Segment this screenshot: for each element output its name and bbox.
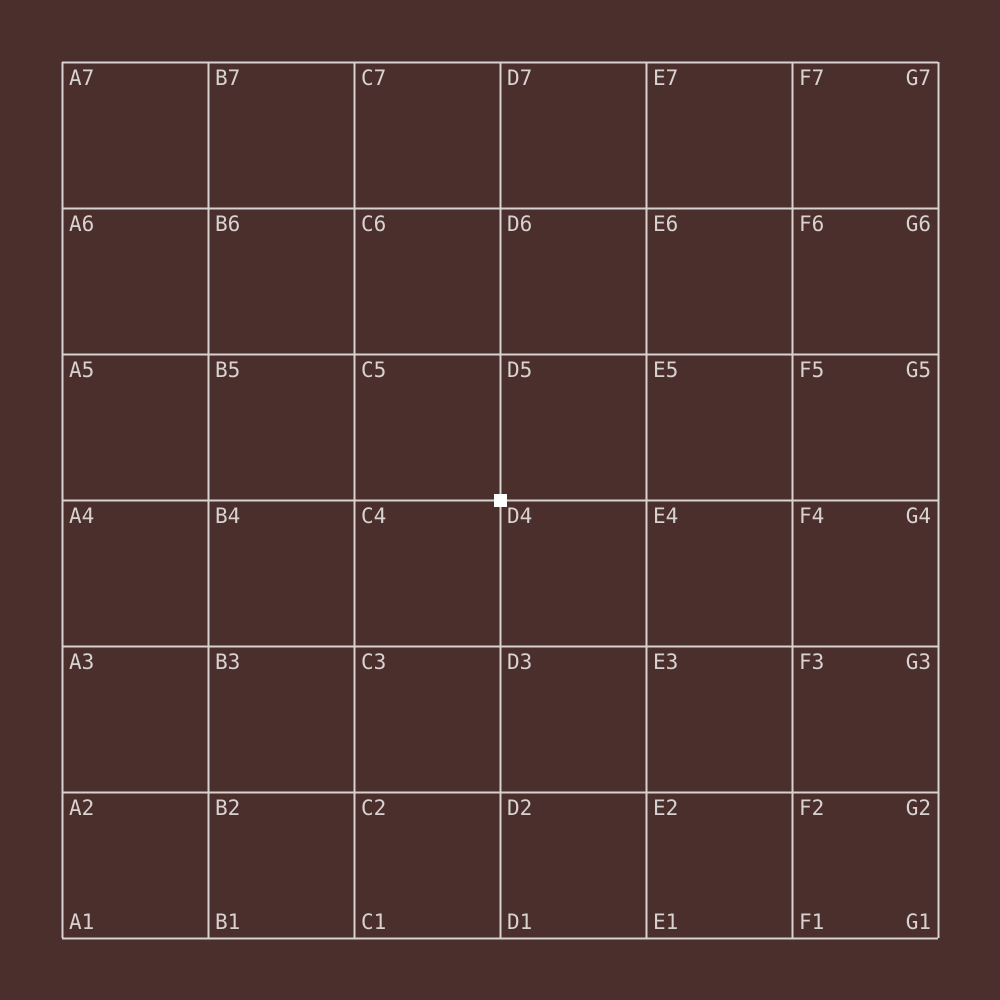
- grid-label-d1: D1: [507, 910, 533, 934]
- grid-label-e6: E6: [653, 212, 679, 236]
- grid-label-a5: A5: [69, 358, 95, 382]
- grid-label-e7: E7: [653, 66, 679, 90]
- coordinate-grid: A7 B7 C7 D7 E7 F7 G7 A6 B6 C6 D6 E6 F6 G6 A5 B5 C5 D5 E5 F5…: [61, 61, 940, 940]
- grid-label-c2: C2: [361, 796, 387, 820]
- grid-label-d2: D2: [507, 796, 533, 820]
- grid-label-e5: E5: [653, 358, 679, 382]
- grid-label-a1: A1: [69, 910, 95, 934]
- grid-label-a7: A7: [69, 66, 95, 90]
- grid-label-c4: C4: [361, 504, 387, 528]
- grid-label-e2: E2: [653, 796, 679, 820]
- grid-label-c7: C7: [361, 66, 387, 90]
- grid-label-c3: C3: [361, 650, 387, 674]
- grid-label-g1: G1: [905, 910, 931, 934]
- grid-label-b7: B7: [215, 66, 241, 90]
- grid-label-d4: D4: [507, 504, 533, 528]
- grid-label-a4: A4: [69, 504, 95, 528]
- grid-label-d6: D6: [507, 212, 533, 236]
- grid-label-d7: D7: [507, 66, 533, 90]
- grid-lines: [61, 61, 940, 940]
- grid-label-g3: G3: [905, 650, 931, 674]
- grid-label-b1: B1: [215, 910, 241, 934]
- grid-label-f3: F3: [799, 650, 825, 674]
- grid-label-f6: F6: [799, 212, 825, 236]
- grid-label-c1: C1: [361, 910, 387, 934]
- grid-label-g5: G5: [905, 358, 931, 382]
- grid-label-b3: B3: [215, 650, 241, 674]
- grid-label-e3: E3: [653, 650, 679, 674]
- grid-label-b5: B5: [215, 358, 241, 382]
- grid-label-b6: B6: [215, 212, 241, 236]
- grid-label-f1: F1: [799, 910, 825, 934]
- grid-label-d3: D3: [507, 650, 533, 674]
- grid-label-a3: A3: [69, 650, 95, 674]
- grid-label-g2: G2: [905, 796, 931, 820]
- grid-label-e4: E4: [653, 504, 679, 528]
- grid-label-d5: D5: [507, 358, 533, 382]
- intersection-marker: [494, 494, 507, 507]
- grid-label-f2: F2: [799, 796, 825, 820]
- grid-label-c5: C5: [361, 358, 387, 382]
- grid-label-f4: F4: [799, 504, 825, 528]
- grid-label-b2: B2: [215, 796, 241, 820]
- grid-label-a2: A2: [69, 796, 95, 820]
- grid-label-g6: G6: [905, 212, 931, 236]
- grid-label-g7: G7: [905, 66, 931, 90]
- grid-label-a6: A6: [69, 212, 95, 236]
- grid-label-b4: B4: [215, 504, 241, 528]
- grid-label-g4: G4: [905, 504, 931, 528]
- grid-label-f7: F7: [799, 66, 825, 90]
- grid-label-f5: F5: [799, 358, 825, 382]
- grid-label-e1: E1: [653, 910, 679, 934]
- grid-label-c6: C6: [361, 212, 387, 236]
